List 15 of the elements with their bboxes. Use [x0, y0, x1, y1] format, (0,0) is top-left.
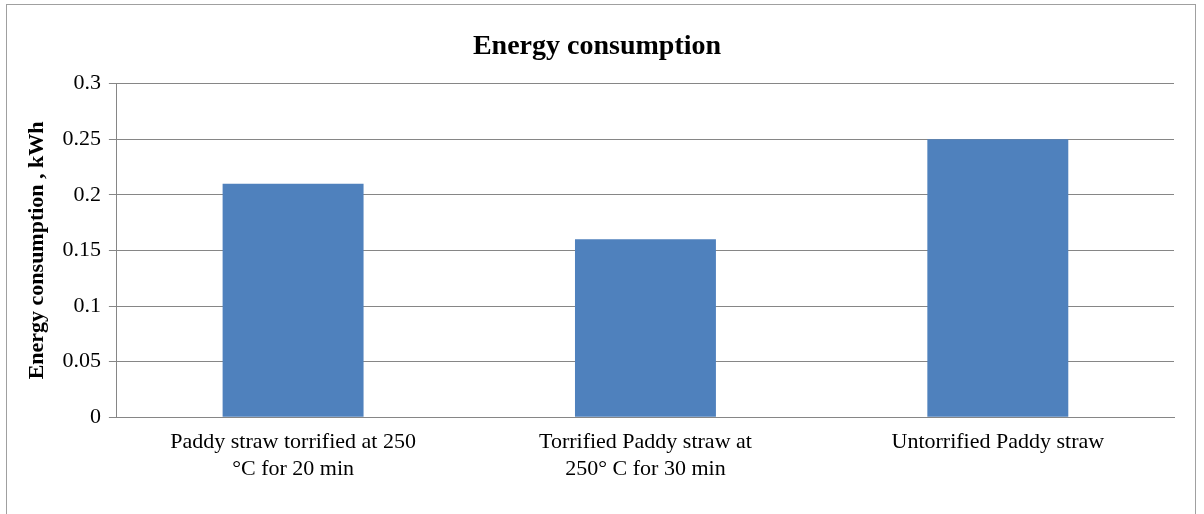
bar [927, 139, 1069, 417]
x-tick-label: Torrified Paddy straw at 250° C for 30 min [539, 428, 752, 480]
y-tick-label: 0.1 [73, 291, 101, 317]
chart-title: Energy consumption [472, 29, 722, 61]
y-axis-title: Energy consumption , kWh [22, 121, 48, 380]
x-tick-label: Untorrified Paddy straw [891, 428, 1105, 454]
y-tick-label: 0.3 [73, 69, 101, 95]
y-tick-label: 0.05 [62, 347, 101, 373]
y-tick-label: 0.2 [73, 180, 101, 206]
x-tick-label: Paddy straw torrified at 250 °C for 20 min [170, 428, 416, 480]
y-tick-label: 0.15 [62, 236, 101, 262]
y-tick-label: 0 [89, 402, 101, 428]
y-tick-label: 0.25 [62, 124, 101, 150]
bar [222, 183, 364, 417]
bar [574, 239, 716, 417]
